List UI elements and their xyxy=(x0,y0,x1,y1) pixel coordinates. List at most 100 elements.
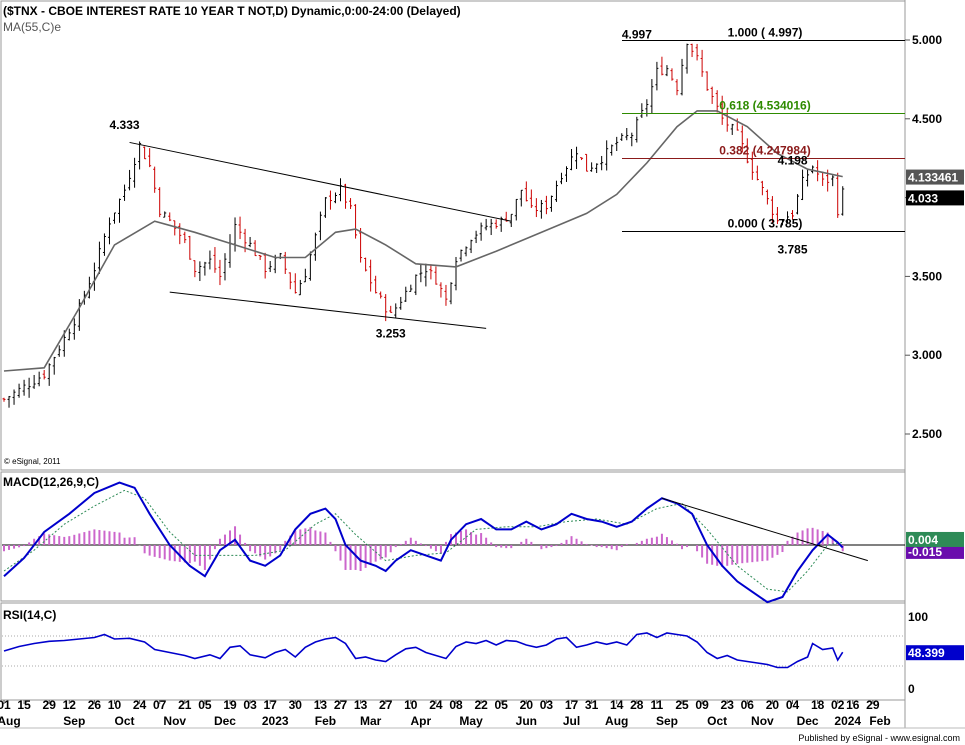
price-last-close: 4.033 xyxy=(908,191,938,205)
swing-label: 4.198 xyxy=(778,153,808,167)
x-month-label: Nov xyxy=(163,714,186,728)
x-day-label: 31 xyxy=(585,698,599,712)
x-day-label: 04 xyxy=(786,698,800,712)
x-day-label: 02 xyxy=(831,698,845,712)
price-tick-label: 4.500 xyxy=(912,112,942,126)
x-month-label: Mar xyxy=(360,714,382,728)
macd-trendline xyxy=(661,497,868,562)
x-day-label: 28 xyxy=(630,698,644,712)
swing-label: 3.253 xyxy=(376,326,406,340)
x-month-label: Sep xyxy=(656,714,678,728)
x-month-label: May xyxy=(459,714,483,728)
x-day-label: 05 xyxy=(198,698,212,712)
x-month-label: Apr xyxy=(411,714,432,728)
price-last-close-box xyxy=(906,190,964,206)
x-day-label: 13 xyxy=(354,698,368,712)
macd-title: MACD(12,26,9,C) xyxy=(3,475,99,489)
x-month-label: 2023 xyxy=(262,714,289,728)
x-day-label: 01 xyxy=(0,698,11,712)
x-day-label: 19 xyxy=(223,698,237,712)
x-day-label: 20 xyxy=(520,698,534,712)
footer-credit: Published by eSignal - www.esignal.com xyxy=(798,733,960,743)
x-day-label: 27 xyxy=(334,698,348,712)
rsi-tick-100: 100 xyxy=(908,610,928,624)
x-day-label: 23 xyxy=(721,698,735,712)
x-day-label: 12 xyxy=(63,698,77,712)
swing-label: 4.997 xyxy=(622,27,652,41)
price-trendline xyxy=(169,291,487,329)
price-tick-label: 3.500 xyxy=(912,269,942,283)
x-day-label: 29 xyxy=(43,698,57,712)
x-day-label: 05 xyxy=(495,698,509,712)
price-tick-label: 3.000 xyxy=(912,348,942,362)
swing-label: 4.333 xyxy=(110,118,140,132)
x-day-label: 24 xyxy=(133,698,147,712)
x-day-label: 15 xyxy=(17,698,31,712)
x-day-label: 21 xyxy=(178,698,192,712)
rsi-last-value: 48.399 xyxy=(908,646,945,660)
ma55-line xyxy=(3,110,843,372)
price-trendline xyxy=(129,141,512,222)
x-day-label: 14 xyxy=(610,698,624,712)
x-day-label: 17 xyxy=(565,698,579,712)
x-day-label: 24 xyxy=(429,698,443,712)
rsi-tick-0: 0 xyxy=(908,682,915,696)
price-tick-label: 2.500 xyxy=(912,427,942,441)
chart-title: ($TNX - CBOE INTEREST RATE 10 YEAR T NOT… xyxy=(3,4,461,18)
price-last-ma: 4.133461 xyxy=(908,171,958,185)
fib-label-0.382: 0.382 (4.247984) xyxy=(719,144,810,158)
x-day-label: 13 xyxy=(314,698,328,712)
x-day-label: 10 xyxy=(404,698,418,712)
macd-last-value: 0.004 xyxy=(908,533,938,547)
x-month-label: Sep xyxy=(63,714,85,728)
price-last-ma-box xyxy=(906,169,964,185)
rsi-last-value-box xyxy=(906,645,964,661)
x-month-label: 2024 xyxy=(834,714,861,728)
x-month-label: Feb xyxy=(869,714,890,728)
x-month-label: Feb xyxy=(315,714,336,728)
fib-label-0.000: 0.000 ( 3.785) xyxy=(728,216,803,230)
x-day-label: 18 xyxy=(811,698,825,712)
price-tick-label: 5.000 xyxy=(912,33,942,47)
x-month-label: Aug xyxy=(605,714,628,728)
macd-line xyxy=(3,481,844,604)
x-day-label: 11 xyxy=(651,698,664,712)
x-month-label: Dec xyxy=(797,714,819,728)
fib-label-1.000: 1.000 ( 4.997) xyxy=(728,25,803,39)
ma-label: MA(55,C)e xyxy=(3,20,61,34)
fib-label-0.618: 0.618 (4.534016) xyxy=(719,98,810,112)
rsi-panel-frame xyxy=(0,602,906,701)
price-panel-frame xyxy=(0,0,906,471)
x-day-label: 25 xyxy=(675,698,689,712)
x-day-label: 29 xyxy=(866,698,880,712)
x-month-label: Oct xyxy=(707,714,727,728)
x-day-label: 07 xyxy=(153,698,167,712)
x-day-label: 03 xyxy=(540,698,554,712)
x-day-label: 08 xyxy=(449,698,463,712)
x-month-label: Jun xyxy=(516,714,537,728)
x-day-label: 10 xyxy=(108,698,122,712)
x-day-label: 17 xyxy=(264,698,278,712)
rsi-line xyxy=(3,632,844,669)
x-day-label: 09 xyxy=(695,698,709,712)
x-day-label: 22 xyxy=(474,698,488,712)
x-month-label: Jul xyxy=(563,714,580,728)
x-day-label: 30 xyxy=(289,698,303,712)
x-month-label: Aug xyxy=(0,714,21,728)
macd-last-hist: -0.015 xyxy=(908,545,942,559)
swing-label: 3.785 xyxy=(777,242,807,256)
x-month-label: Oct xyxy=(115,714,135,728)
macd-last-hist-box xyxy=(906,543,964,559)
rsi-title: RSI(14,C) xyxy=(3,608,56,622)
copyright-note: © eSignal, 2011 xyxy=(4,457,61,466)
macd-last-value-box xyxy=(906,531,964,547)
x-day-label: 20 xyxy=(766,698,780,712)
x-month-label: Dec xyxy=(214,714,236,728)
x-day-label: 03 xyxy=(243,698,257,712)
x-day-label: 16 xyxy=(846,698,860,712)
x-day-label: 06 xyxy=(741,698,755,712)
x-day-label: 27 xyxy=(379,698,393,712)
x-day-label: 26 xyxy=(88,698,102,712)
x-month-label: Nov xyxy=(751,714,774,728)
